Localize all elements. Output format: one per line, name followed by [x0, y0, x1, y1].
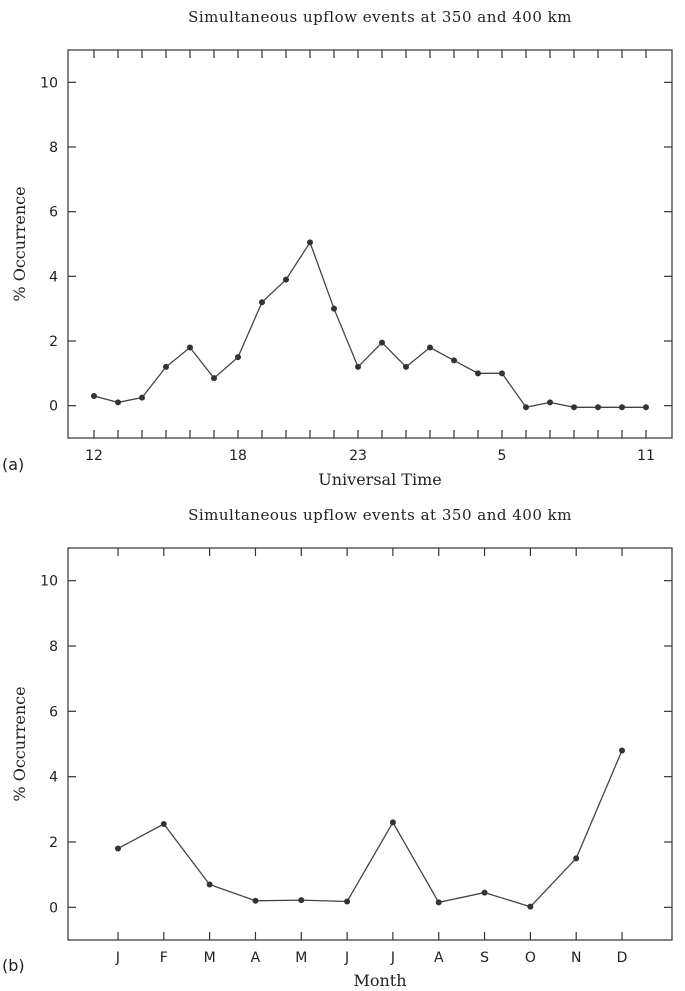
panel-b-tag: (b): [2, 956, 25, 975]
panel-a-data-point: [139, 394, 145, 401]
panel-b-data-point: [115, 845, 121, 852]
panel-a-plot-frame: [67, 49, 673, 439]
panel-b-plot-frame: [67, 547, 673, 941]
panel-a-y-tick-label: 10: [40, 75, 58, 91]
panel-b-series-line: [117, 750, 623, 908]
panel-a-data-point: [187, 344, 193, 351]
panel-b-y-tick-label: 6: [49, 704, 58, 720]
panel-a-data-point: [451, 357, 457, 364]
panel-b-y-tick-label: 4: [49, 770, 58, 786]
panel-a-data-point: [427, 344, 433, 351]
panel-b-x-tick-label: A: [434, 950, 444, 966]
panel-b-x-tick-label: J: [115, 950, 120, 966]
panel-a-x-tick-label: 23: [349, 448, 367, 464]
panel-a-data-point: [547, 399, 553, 406]
panel-a-x-tick-label: 18: [229, 448, 247, 464]
panel-b-x-tick-label: J: [390, 950, 395, 966]
panel-b-x-tick-label: N: [571, 950, 581, 966]
panel-a-y-axis-label: % Occurrence: [10, 186, 29, 301]
panel-b-data-point: [298, 897, 305, 904]
panel-a-y-tick-label: 8: [49, 140, 58, 156]
panel-b-x-tick-label: F: [160, 950, 168, 966]
panel-b-data-point: [389, 819, 396, 826]
panel-b-x-tick-label: S: [480, 950, 489, 966]
panel-b-data-point: [435, 899, 442, 906]
panel-a-y-tick-label: 2: [49, 334, 58, 350]
panel-a-data-point: [91, 392, 97, 399]
panel-a-x-axis-label: Universal Time: [318, 470, 441, 489]
panel-a-data-point: [211, 375, 217, 382]
panel-b-x-tick-label: J: [344, 950, 349, 966]
panel-b-y-tick-label: 10: [40, 574, 58, 590]
panel-a-y-tick-label: 4: [49, 269, 58, 285]
panel-a-series-line: [93, 240, 646, 409]
panel-a-x-tick-label: 11: [637, 448, 655, 464]
panel-a-title: Simultaneous upflow events at 350 and 40…: [188, 8, 572, 26]
panel-a-data-point: [163, 363, 169, 370]
panel-a-data-point: [259, 299, 265, 306]
panel-a-data-point: [235, 354, 241, 361]
panel-b-data-point: [573, 855, 580, 862]
panel-a-data-point: [523, 404, 529, 411]
panel-b-x-tick-label: D: [617, 950, 628, 966]
panel-b-y-axis-label: % Occurrence: [10, 686, 29, 801]
panel-b-y-tick-label: 2: [49, 835, 58, 851]
panel-a-y-tick-label: 0: [49, 399, 58, 415]
panel-a-data-point: [307, 239, 313, 246]
panel-b-y-tick-label: 8: [49, 639, 58, 655]
panel-b-x-tick-label: M: [204, 950, 216, 966]
panel-b-x-tick-label: O: [525, 950, 536, 966]
panel-a-x-tick-label: 5: [498, 448, 507, 464]
panel-a-data-point: [331, 305, 337, 312]
panel-a-data-point: [403, 363, 409, 370]
panel-a-x-tick-label: 12: [85, 448, 103, 464]
panel-a-data-point: [379, 339, 385, 346]
panel-a-data-point: [283, 276, 289, 283]
panel-a-y-tick-label: 6: [49, 205, 58, 221]
panel-a-data-point: [355, 363, 361, 370]
panel-b-x-tick-label: M: [295, 950, 307, 966]
panel-b-data-point: [252, 897, 259, 904]
panel-b-title: Simultaneous upflow events at 350 and 40…: [188, 506, 572, 524]
panel-a-data-point: [643, 404, 649, 411]
panel-b-data-point: [344, 898, 351, 905]
panel-a-data-point: [619, 404, 625, 411]
panel-b-y-tick-label: 0: [49, 900, 58, 916]
panel-a-data-point: [115, 399, 121, 406]
panel-a-tag: (a): [2, 455, 24, 474]
panel-b-x-axis-label: Month: [353, 971, 406, 990]
panel-a-data-point: [475, 370, 481, 377]
panel-b-data-point: [160, 821, 167, 828]
panel-a-data-point: [499, 370, 505, 377]
panel-b-data-point: [481, 889, 488, 896]
panel-b-data-point: [527, 903, 534, 910]
panel-b-data-point: [206, 881, 213, 888]
panel-a-data-point: [595, 404, 601, 411]
panel-b-x-tick-label: A: [251, 950, 261, 966]
panel-b-data-point: [619, 747, 625, 754]
panel-a-data-point: [571, 404, 577, 411]
